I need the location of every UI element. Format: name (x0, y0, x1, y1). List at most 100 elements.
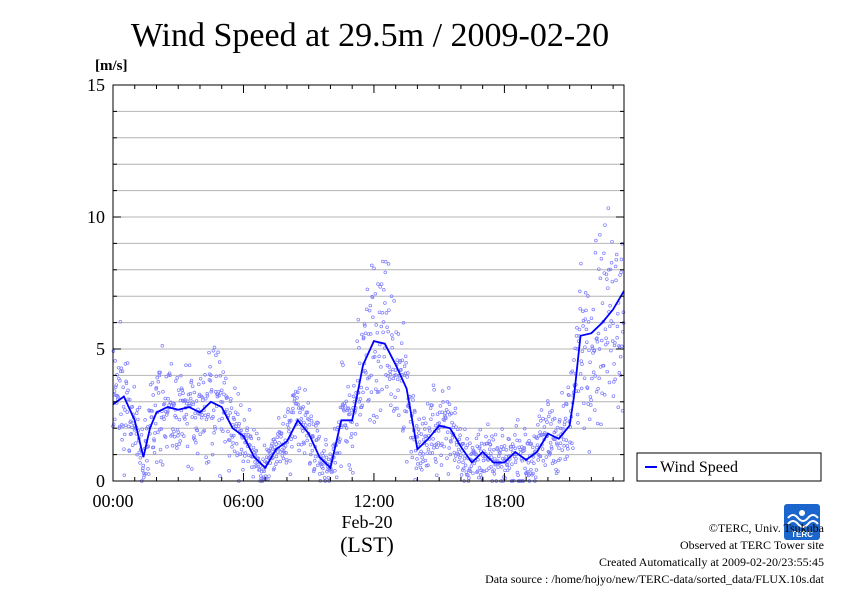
data-point (211, 408, 216, 413)
data-point (288, 472, 293, 477)
data-point (162, 401, 167, 406)
data-point (428, 451, 432, 455)
data-point (161, 390, 165, 394)
data-point (202, 428, 207, 433)
data-point (206, 412, 211, 417)
data-point (613, 377, 617, 382)
data-point (506, 460, 510, 464)
data-point (417, 440, 422, 444)
data-point (184, 412, 189, 417)
data-point (502, 444, 507, 448)
data-point (115, 373, 119, 377)
data-point (458, 427, 463, 431)
data-point (546, 402, 550, 407)
data-point (610, 239, 614, 244)
data-point (575, 326, 579, 330)
data-point (577, 327, 582, 332)
data-point (614, 252, 619, 257)
data-point (602, 393, 607, 397)
data-point (172, 434, 177, 439)
data-point (616, 405, 620, 410)
data-point (220, 388, 224, 393)
series-line-wind-speed (112, 290, 625, 470)
data-point (177, 442, 181, 446)
data-point (302, 420, 306, 425)
data-point (604, 272, 609, 277)
data-point (279, 434, 283, 439)
data-point (389, 403, 393, 407)
data-point (558, 417, 562, 422)
data-point (313, 459, 317, 463)
data-point (436, 429, 441, 433)
data-point (620, 408, 625, 413)
data-point (127, 449, 132, 453)
data-point (564, 402, 569, 406)
data-point (360, 332, 364, 337)
data-point (440, 410, 444, 414)
data-point (386, 262, 391, 266)
data-point (535, 443, 540, 447)
data-point (493, 432, 498, 437)
data-point (122, 432, 127, 437)
y-tick-label: 0 (96, 471, 105, 491)
data-point (558, 441, 563, 445)
data-point (242, 418, 247, 422)
data-point (485, 468, 489, 472)
data-point (567, 393, 571, 398)
data-point (153, 421, 158, 426)
data-point (378, 408, 383, 412)
data-point (385, 384, 389, 389)
data-point (346, 384, 350, 389)
data-point (537, 414, 542, 418)
data-point (176, 433, 180, 438)
data-point (471, 471, 475, 476)
data-point (548, 451, 553, 455)
data-point (565, 454, 569, 459)
data-point (466, 473, 470, 477)
data-point (371, 413, 376, 418)
data-point (277, 441, 281, 445)
data-point (187, 363, 192, 368)
data-point (214, 374, 219, 379)
data-point (380, 387, 384, 392)
data-point (383, 260, 388, 264)
credit-copyright: ©TERC, Univ. Tsukuba (708, 521, 824, 535)
data-point (316, 463, 320, 468)
data-point (511, 444, 516, 449)
data-point (126, 424, 131, 429)
x-tick-label: 12:00 (353, 491, 394, 511)
data-point (566, 447, 570, 451)
data-point (600, 301, 605, 305)
data-point (540, 432, 544, 437)
data-point (380, 259, 385, 264)
terc-logo-icon: TERC (784, 504, 820, 540)
data-point (478, 427, 482, 432)
data-point (285, 422, 290, 427)
data-point (317, 472, 322, 476)
data-point (193, 411, 197, 416)
data-point (276, 416, 281, 420)
data-point (443, 411, 447, 415)
data-point (233, 386, 237, 391)
data-point (372, 266, 376, 271)
data-point (599, 256, 604, 261)
data-point (426, 447, 431, 452)
data-point (130, 425, 134, 430)
data-point (593, 251, 598, 255)
data-point (344, 399, 348, 404)
data-point (411, 398, 415, 402)
data-point (568, 440, 572, 445)
data-point (419, 449, 423, 454)
data-point (132, 384, 136, 389)
data-point (178, 439, 182, 443)
data-point (560, 448, 565, 452)
data-point (206, 414, 210, 419)
data-point (579, 359, 584, 363)
data-point (198, 432, 202, 436)
data-point (621, 310, 626, 314)
data-point (124, 381, 129, 386)
data-point (424, 421, 428, 425)
data-point (364, 307, 369, 311)
data-point (382, 288, 386, 292)
